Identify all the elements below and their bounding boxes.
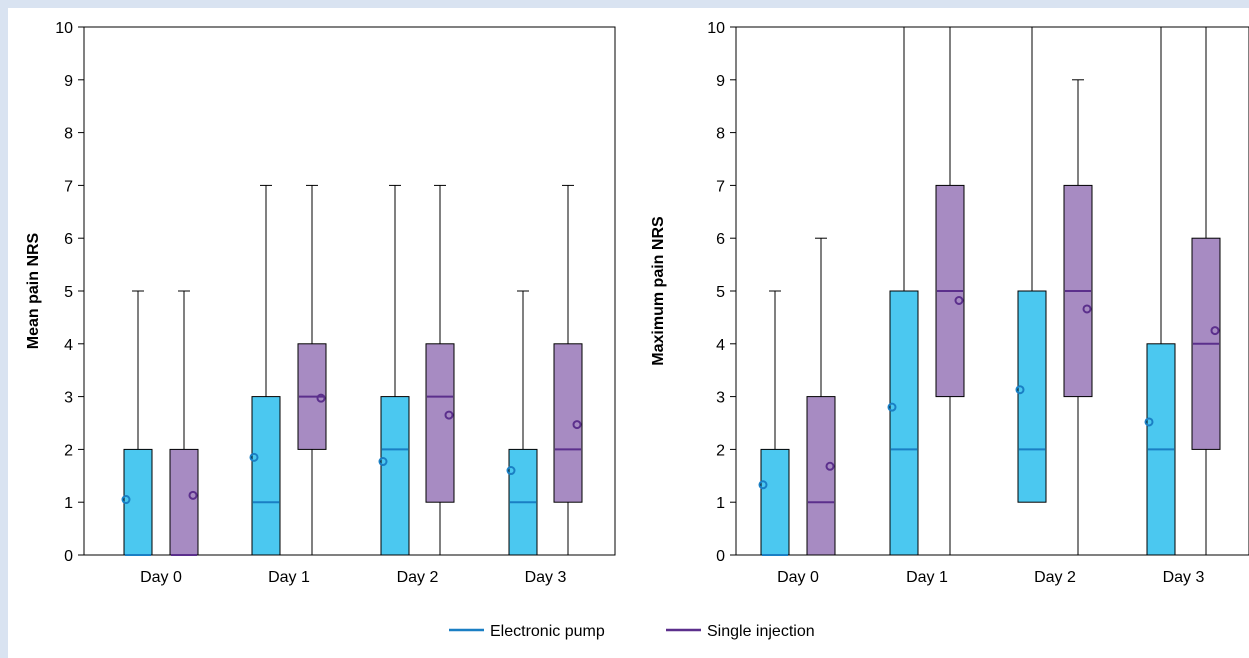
y-tick-label: 10 — [707, 20, 725, 37]
legend: Electronic pump Single injection — [449, 623, 815, 640]
y-tick-label: 6 — [716, 231, 725, 248]
single-injection-box-3 — [1191, 26, 1221, 556]
box-body — [425, 343, 455, 503]
y-tick-label: 4 — [716, 337, 725, 354]
y-tick-label: 1 — [716, 495, 725, 512]
y-tick-label: 9 — [64, 73, 73, 90]
y-tick-label: 7 — [716, 178, 725, 195]
y-tick-label: 2 — [716, 442, 725, 459]
mean-marker — [954, 296, 964, 306]
mean-marker — [249, 452, 259, 462]
single-injection-box-0 — [806, 237, 836, 556]
y-tick-label: 10 — [55, 20, 73, 37]
y-tick-label: 0 — [716, 548, 725, 565]
electronic-pump-box-3 — [506, 290, 538, 556]
mean-marker — [1015, 385, 1025, 395]
chart-2: 0 1 2 3 4 5 6 7 8 9 10 Maximum pain NRS Day 0 Day 1 Da… — [650, 20, 1249, 586]
mean-marker — [444, 410, 454, 420]
electronic-pump-box-1 — [249, 184, 281, 556]
mean-marker — [758, 480, 768, 490]
y-tick-label: 8 — [716, 126, 725, 143]
y-tick-label: 4 — [64, 337, 73, 354]
y-tick-label: 3 — [716, 390, 725, 407]
y-tick-label: 0 — [64, 548, 73, 565]
electronic-pump-box-2 — [1015, 26, 1047, 503]
y-tick-label: 2 — [64, 442, 73, 459]
electronic-pump-box-3 — [1144, 26, 1176, 556]
y-tick-label: 6 — [64, 231, 73, 248]
single-injection-box-1 — [297, 184, 327, 556]
y-tick-label: 9 — [716, 73, 725, 90]
box-body — [760, 448, 790, 556]
chart-1: 0 1 2 3 4 5 6 7 8 9 10 Mean pain NRS Day 0 Day 1 Day 2… — [25, 20, 616, 586]
legend-item: Electronic pump — [449, 623, 605, 640]
x-tick-label: Day 2 — [397, 569, 439, 586]
electronic-pump-box-0 — [758, 290, 790, 556]
y-tick-label: 5 — [716, 284, 725, 301]
box-body — [1017, 290, 1047, 503]
mean-marker — [316, 393, 326, 403]
single-injection-box-3 — [553, 184, 583, 556]
mean-marker — [1082, 304, 1092, 314]
x-tick-label: Day 1 — [268, 569, 310, 586]
x-tick-label: Day 0 — [140, 569, 182, 586]
legend-label: Single injection — [707, 623, 815, 640]
x-tick-label: Day 0 — [777, 569, 819, 586]
box-body — [251, 396, 281, 556]
mean-marker — [1210, 326, 1220, 336]
figure-panel: 0 1 2 3 4 5 6 7 8 9 10 Mean pain NRS Day 0 Day 1 Day 2… — [8, 8, 1249, 658]
mean-marker — [572, 420, 582, 430]
electronic-pump-box-2 — [378, 184, 410, 556]
mean-marker — [825, 461, 835, 471]
mean-marker — [887, 402, 897, 412]
box-body — [806, 396, 836, 556]
x-tick-label: Day 1 — [906, 569, 948, 586]
y-tick-label: 7 — [64, 178, 73, 195]
single-injection-box-0 — [169, 290, 199, 556]
mean-marker — [121, 495, 131, 505]
y-tick-label: 5 — [64, 284, 73, 301]
y-axis-label: Maximum pain NRS — [650, 216, 667, 366]
y-tick-label: 1 — [64, 495, 73, 512]
single-injection-box-2 — [1063, 79, 1093, 556]
mean-marker — [506, 466, 516, 476]
y-tick-label: 3 — [64, 390, 73, 407]
y-axis-label: Mean pain NRS — [25, 232, 42, 349]
electronic-pump-box-0 — [121, 290, 153, 556]
legend-label: Electronic pump — [490, 623, 605, 640]
x-tick-label: Day 3 — [1163, 569, 1205, 586]
mean-marker — [1144, 417, 1154, 427]
single-injection-box-1 — [935, 26, 965, 556]
single-injection-box-2 — [425, 184, 455, 556]
mean-marker — [188, 490, 198, 500]
mean-marker — [378, 457, 388, 467]
box-body — [553, 343, 583, 503]
box-body — [380, 396, 410, 556]
box-body — [169, 448, 199, 556]
box-body — [889, 290, 919, 556]
x-tick-label: Day 2 — [1034, 569, 1076, 586]
electronic-pump-box-1 — [887, 26, 919, 556]
legend-item: Single injection — [666, 623, 815, 640]
x-tick-label: Day 3 — [525, 569, 567, 586]
y-tick-label: 8 — [64, 126, 73, 143]
